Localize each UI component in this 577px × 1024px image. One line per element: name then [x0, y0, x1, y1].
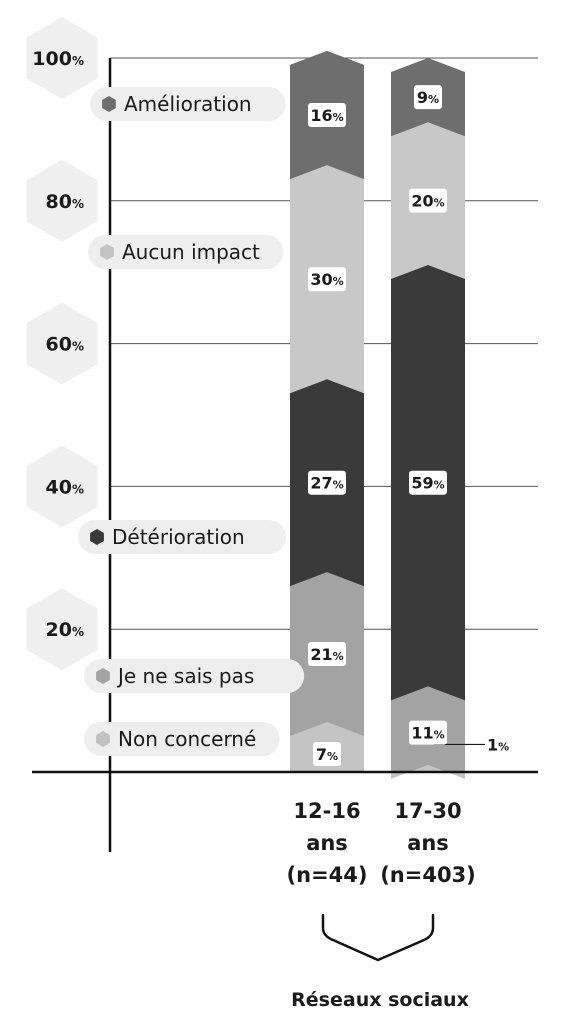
value-label-17-30-0: 1% — [487, 735, 509, 754]
category-label-0-line-0: 12-16 — [293, 799, 360, 823]
category-label-1-line-2: (n=403) — [380, 863, 476, 887]
value-label-box-12-16-0 — [313, 742, 341, 767]
legend-item-1: Je ne sais pas — [84, 659, 305, 693]
legend-swatch-icon-4 — [102, 96, 116, 112]
legend-pill-3 — [88, 235, 284, 269]
legend-pill-4 — [90, 87, 286, 121]
value-label-box-12-16-2 — [308, 470, 346, 495]
value-label-17-30-1: 11% — [411, 724, 444, 743]
value-label-17-30-3: 20% — [411, 192, 444, 211]
value-label-12-16-3: 30% — [310, 270, 343, 289]
value-label-box-12-16-1 — [308, 642, 346, 667]
tick-hexagon-40 — [26, 445, 98, 528]
legend-label-2: Détérioration — [112, 525, 245, 549]
legend-pill-0 — [84, 722, 280, 756]
value-label-box-17-30-3 — [409, 188, 447, 213]
value-label-12-16-2: 27% — [310, 474, 343, 493]
y-tick-label-80: 80% — [46, 191, 84, 213]
bar-17-30: 1% 11% 59% 20% 9% — [391, 58, 509, 779]
y-tick-label-40: 40% — [46, 476, 84, 498]
value-label-box-12-16-4 — [308, 102, 346, 127]
legend-swatch-icon-0 — [96, 731, 110, 747]
legend-swatch-icon-2 — [90, 529, 104, 545]
category-label-0-line-2: (n=44) — [287, 863, 368, 887]
legend-item-4: Amélioration — [90, 87, 286, 121]
value-label-box-17-30-1 — [409, 720, 447, 745]
value-label-12-16-4: 16% — [310, 106, 343, 125]
category-label-1-line-1: ans — [407, 831, 449, 855]
category-label-1-line-0: 17-30 — [394, 799, 461, 823]
legend-swatch-icon-3 — [100, 244, 114, 260]
legend-label-3: Aucun impact — [122, 240, 260, 264]
value-label-box-17-30-2 — [409, 470, 447, 495]
legend-pill-1 — [84, 659, 305, 693]
legend-pill-2 — [78, 520, 286, 554]
legend-label-4: Amélioration — [124, 92, 252, 116]
group-bracket — [321, 913, 435, 962]
y-tick-label-100: 100% — [32, 48, 84, 70]
bar-segment-12-16-je-ne-sais-pas — [290, 572, 364, 772]
tick-hexagon-80 — [26, 159, 98, 242]
legend-item-2: Détérioration — [78, 520, 286, 554]
y-tick-label-20: 20% — [46, 619, 84, 641]
bar-segment-17-30-détérioration — [391, 265, 465, 772]
legend-label-0: Non concerné — [118, 727, 256, 751]
value-label-box-17-30-4 — [414, 85, 442, 110]
legend-label-1: Je ne sais pas — [116, 664, 254, 688]
value-label-12-16-0: 7% — [316, 745, 338, 764]
y-tick-label-60: 60% — [46, 334, 84, 356]
bar-12-16: 7% 21% 27% 30% 16% — [290, 50, 364, 773]
category-label-0-line-1: ans — [306, 831, 348, 855]
value-label-17-30-2: 59% — [411, 474, 444, 493]
value-label-17-30-4: 9% — [417, 88, 439, 107]
group-label: Réseaux sociaux — [291, 989, 469, 1011]
legend-item-0: Non concerné — [84, 722, 280, 756]
value-label-box-12-16-3 — [308, 267, 346, 292]
tick-hexagon-20 — [26, 588, 98, 671]
legend-swatch-icon-1 — [96, 668, 110, 684]
tick-hexagon-60 — [26, 302, 98, 385]
value-label-12-16-1: 21% — [310, 645, 343, 664]
legend-item-3: Aucun impact — [88, 235, 284, 269]
tick-hexagon-100 — [26, 17, 98, 99]
